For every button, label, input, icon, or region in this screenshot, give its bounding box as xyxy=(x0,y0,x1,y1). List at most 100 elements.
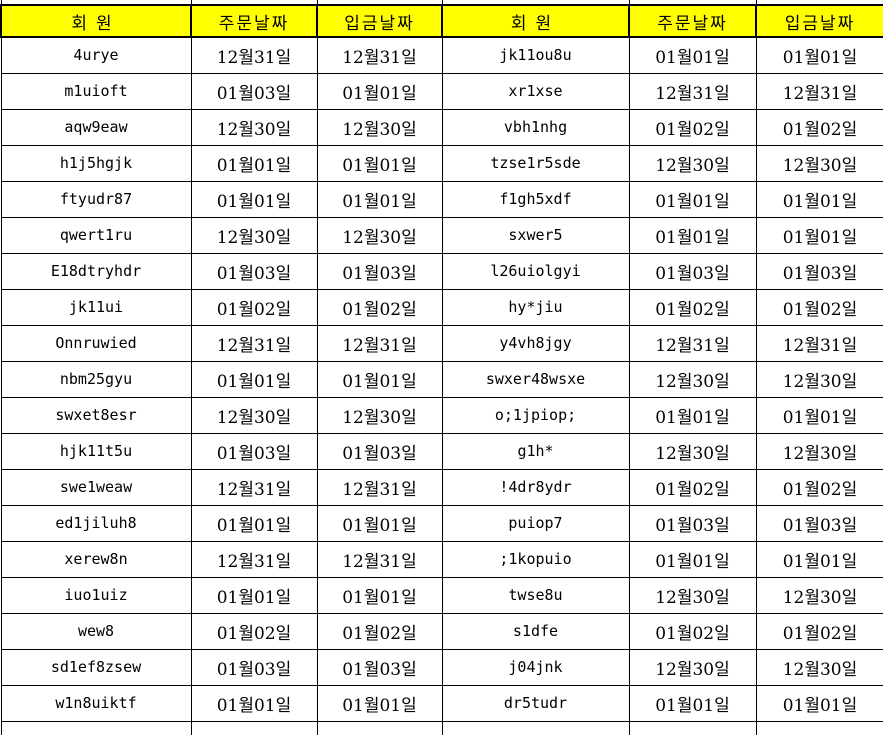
member-cell[interactable]: hy*jiu xyxy=(441,288,630,326)
member-cell[interactable]: ftyudr87 xyxy=(0,180,192,218)
order-date-cell[interactable]: 01월02일 xyxy=(628,612,757,650)
header-deposit-date-left[interactable]: 입금날짜 xyxy=(316,4,443,38)
member-cell[interactable]: xerew8n xyxy=(0,540,192,578)
member-cell[interactable]: vbh1nhg xyxy=(441,108,630,146)
member-cell[interactable]: o;1jpiop; xyxy=(441,396,630,434)
member-cell[interactable]: jk11ou8u xyxy=(441,36,630,74)
member-cell[interactable]: swe1weaw xyxy=(0,468,192,506)
order-date-cell[interactable]: 12월30일 xyxy=(190,396,318,434)
member-cell[interactable]: iuo1uiz xyxy=(0,576,192,614)
member-cell[interactable]: nbm25gyu xyxy=(0,360,192,398)
member-cell[interactable]: dr5tudr xyxy=(441,684,630,722)
deposit-date-cell[interactable]: 01월01일 xyxy=(316,180,443,218)
order-date-cell[interactable]: 12월30일 xyxy=(190,216,318,254)
deposit-date-cell[interactable]: 12월31일 xyxy=(755,72,883,110)
member-cell[interactable]: sxwer5 xyxy=(441,216,630,254)
order-date-cell[interactable]: 01월01일 xyxy=(190,180,318,218)
deposit-date-cell[interactable]: 12월31일 xyxy=(316,468,443,506)
order-date-cell[interactable]: 01월03일 xyxy=(190,432,318,470)
deposit-date-cell[interactable]: 01월02일 xyxy=(316,288,443,326)
order-date-cell[interactable]: 12월30일 xyxy=(628,648,757,686)
member-cell[interactable]: tzse1r5sde xyxy=(441,144,630,182)
deposit-date-cell[interactable]: 01월02일 xyxy=(316,612,443,650)
deposit-date-cell[interactable]: 01월01일 xyxy=(316,72,443,110)
deposit-date-cell[interactable]: 01월01일 xyxy=(316,144,443,182)
deposit-date-cell[interactable]: 12월30일 xyxy=(755,360,883,398)
order-date-cell[interactable]: 12월31일 xyxy=(190,324,318,362)
member-cell[interactable]: l26uiolgyi xyxy=(441,252,630,290)
deposit-date-cell[interactable]: 01월02일 xyxy=(755,288,883,326)
order-date-cell[interactable]: 12월31일 xyxy=(190,468,318,506)
member-cell[interactable]: puiop7 xyxy=(441,504,630,542)
deposit-date-cell[interactable]: 01월01일 xyxy=(755,540,883,578)
deposit-date-cell[interactable]: 01월03일 xyxy=(755,252,883,290)
order-date-cell[interactable]: 01월01일 xyxy=(628,540,757,578)
order-date-cell[interactable]: 12월31일 xyxy=(628,324,757,362)
member-cell[interactable]: 4urye xyxy=(0,36,192,74)
order-date-cell[interactable]: 01월01일 xyxy=(190,360,318,398)
member-cell[interactable]: jk11ui xyxy=(0,288,192,326)
order-date-cell[interactable]: 01월02일 xyxy=(628,288,757,326)
deposit-date-cell[interactable]: 01월03일 xyxy=(316,648,443,686)
order-date-cell[interactable]: 12월31일 xyxy=(190,540,318,578)
order-date-cell[interactable]: 01월02일 xyxy=(190,288,318,326)
member-cell[interactable]: y4vh8jgy xyxy=(441,324,630,362)
order-date-cell[interactable]: 01월03일 xyxy=(190,72,318,110)
member-cell[interactable]: hjk11t5u xyxy=(0,432,192,470)
member-cell[interactable]: g1h* xyxy=(441,432,630,470)
order-date-cell[interactable]: 01월03일 xyxy=(190,252,318,290)
order-date-cell[interactable]: 01월01일 xyxy=(190,684,318,722)
deposit-date-cell[interactable]: 12월31일 xyxy=(316,36,443,74)
header-member-right[interactable]: 회원 xyxy=(441,4,630,38)
order-date-cell[interactable]: 01월02일 xyxy=(628,108,757,146)
deposit-date-cell[interactable]: 01월01일 xyxy=(755,684,883,722)
header-order-date-left[interactable]: 주문날짜 xyxy=(190,4,318,38)
deposit-date-cell[interactable]: 01월01일 xyxy=(316,684,443,722)
deposit-date-cell[interactable]: 01월02일 xyxy=(755,108,883,146)
order-date-cell[interactable]: 12월30일 xyxy=(628,576,757,614)
deposit-date-cell[interactable]: 12월31일 xyxy=(316,324,443,362)
member-cell[interactable]: f1gh5xdf xyxy=(441,180,630,218)
order-date-cell[interactable]: 12월30일 xyxy=(190,108,318,146)
deposit-date-cell[interactable]: 12월30일 xyxy=(755,432,883,470)
deposit-date-cell[interactable]: 12월30일 xyxy=(316,216,443,254)
deposit-date-cell[interactable]: 12월30일 xyxy=(316,108,443,146)
order-date-cell[interactable]: 01월02일 xyxy=(190,612,318,650)
header-deposit-date-right[interactable]: 입금날짜 xyxy=(755,4,883,38)
member-cell[interactable]: twse8u xyxy=(441,576,630,614)
order-date-cell[interactable]: 01월01일 xyxy=(628,36,757,74)
deposit-date-cell[interactable]: 12월30일 xyxy=(316,396,443,434)
deposit-date-cell[interactable]: 12월30일 xyxy=(755,576,883,614)
order-date-cell[interactable]: 01월02일 xyxy=(628,468,757,506)
order-date-cell[interactable]: 01월01일 xyxy=(190,576,318,614)
member-cell[interactable]: ;1kopuio xyxy=(441,540,630,578)
deposit-date-cell[interactable]: 01월01일 xyxy=(755,36,883,74)
member-cell[interactable]: ed1jiluh8 xyxy=(0,504,192,542)
order-date-cell[interactable]: 01월03일 xyxy=(628,252,757,290)
order-date-cell[interactable]: 01월01일 xyxy=(628,684,757,722)
member-cell[interactable]: qwert1ru xyxy=(0,216,192,254)
member-cell[interactable]: xr1xse xyxy=(441,72,630,110)
order-date-cell[interactable]: 01월01일 xyxy=(190,504,318,542)
order-date-cell[interactable]: 01월03일 xyxy=(190,648,318,686)
deposit-date-cell[interactable]: 01월01일 xyxy=(755,180,883,218)
member-cell[interactable]: j04jnk xyxy=(441,648,630,686)
member-cell[interactable]: s1dfe xyxy=(441,612,630,650)
member-cell[interactable]: swxer48wsxe xyxy=(441,360,630,398)
deposit-date-cell[interactable]: 12월31일 xyxy=(755,324,883,362)
deposit-date-cell[interactable]: 12월30일 xyxy=(755,648,883,686)
member-cell[interactable]: sd1ef8zsew xyxy=(0,648,192,686)
deposit-date-cell[interactable]: 01월01일 xyxy=(316,576,443,614)
member-cell[interactable]: Onnruwied xyxy=(0,324,192,362)
deposit-date-cell[interactable]: 01월03일 xyxy=(316,252,443,290)
deposit-date-cell[interactable]: 01월03일 xyxy=(755,504,883,542)
header-member-left[interactable]: 회원 xyxy=(0,4,192,38)
deposit-date-cell[interactable]: 01월01일 xyxy=(755,396,883,434)
order-date-cell[interactable]: 01월01일 xyxy=(628,216,757,254)
deposit-date-cell[interactable]: 01월01일 xyxy=(316,360,443,398)
order-date-cell[interactable]: 12월30일 xyxy=(628,144,757,182)
member-cell[interactable]: swxet8esr xyxy=(0,396,192,434)
member-cell[interactable]: E18dtryhdr xyxy=(0,252,192,290)
order-date-cell[interactable]: 12월30일 xyxy=(628,432,757,470)
member-cell[interactable]: aqw9eaw xyxy=(0,108,192,146)
